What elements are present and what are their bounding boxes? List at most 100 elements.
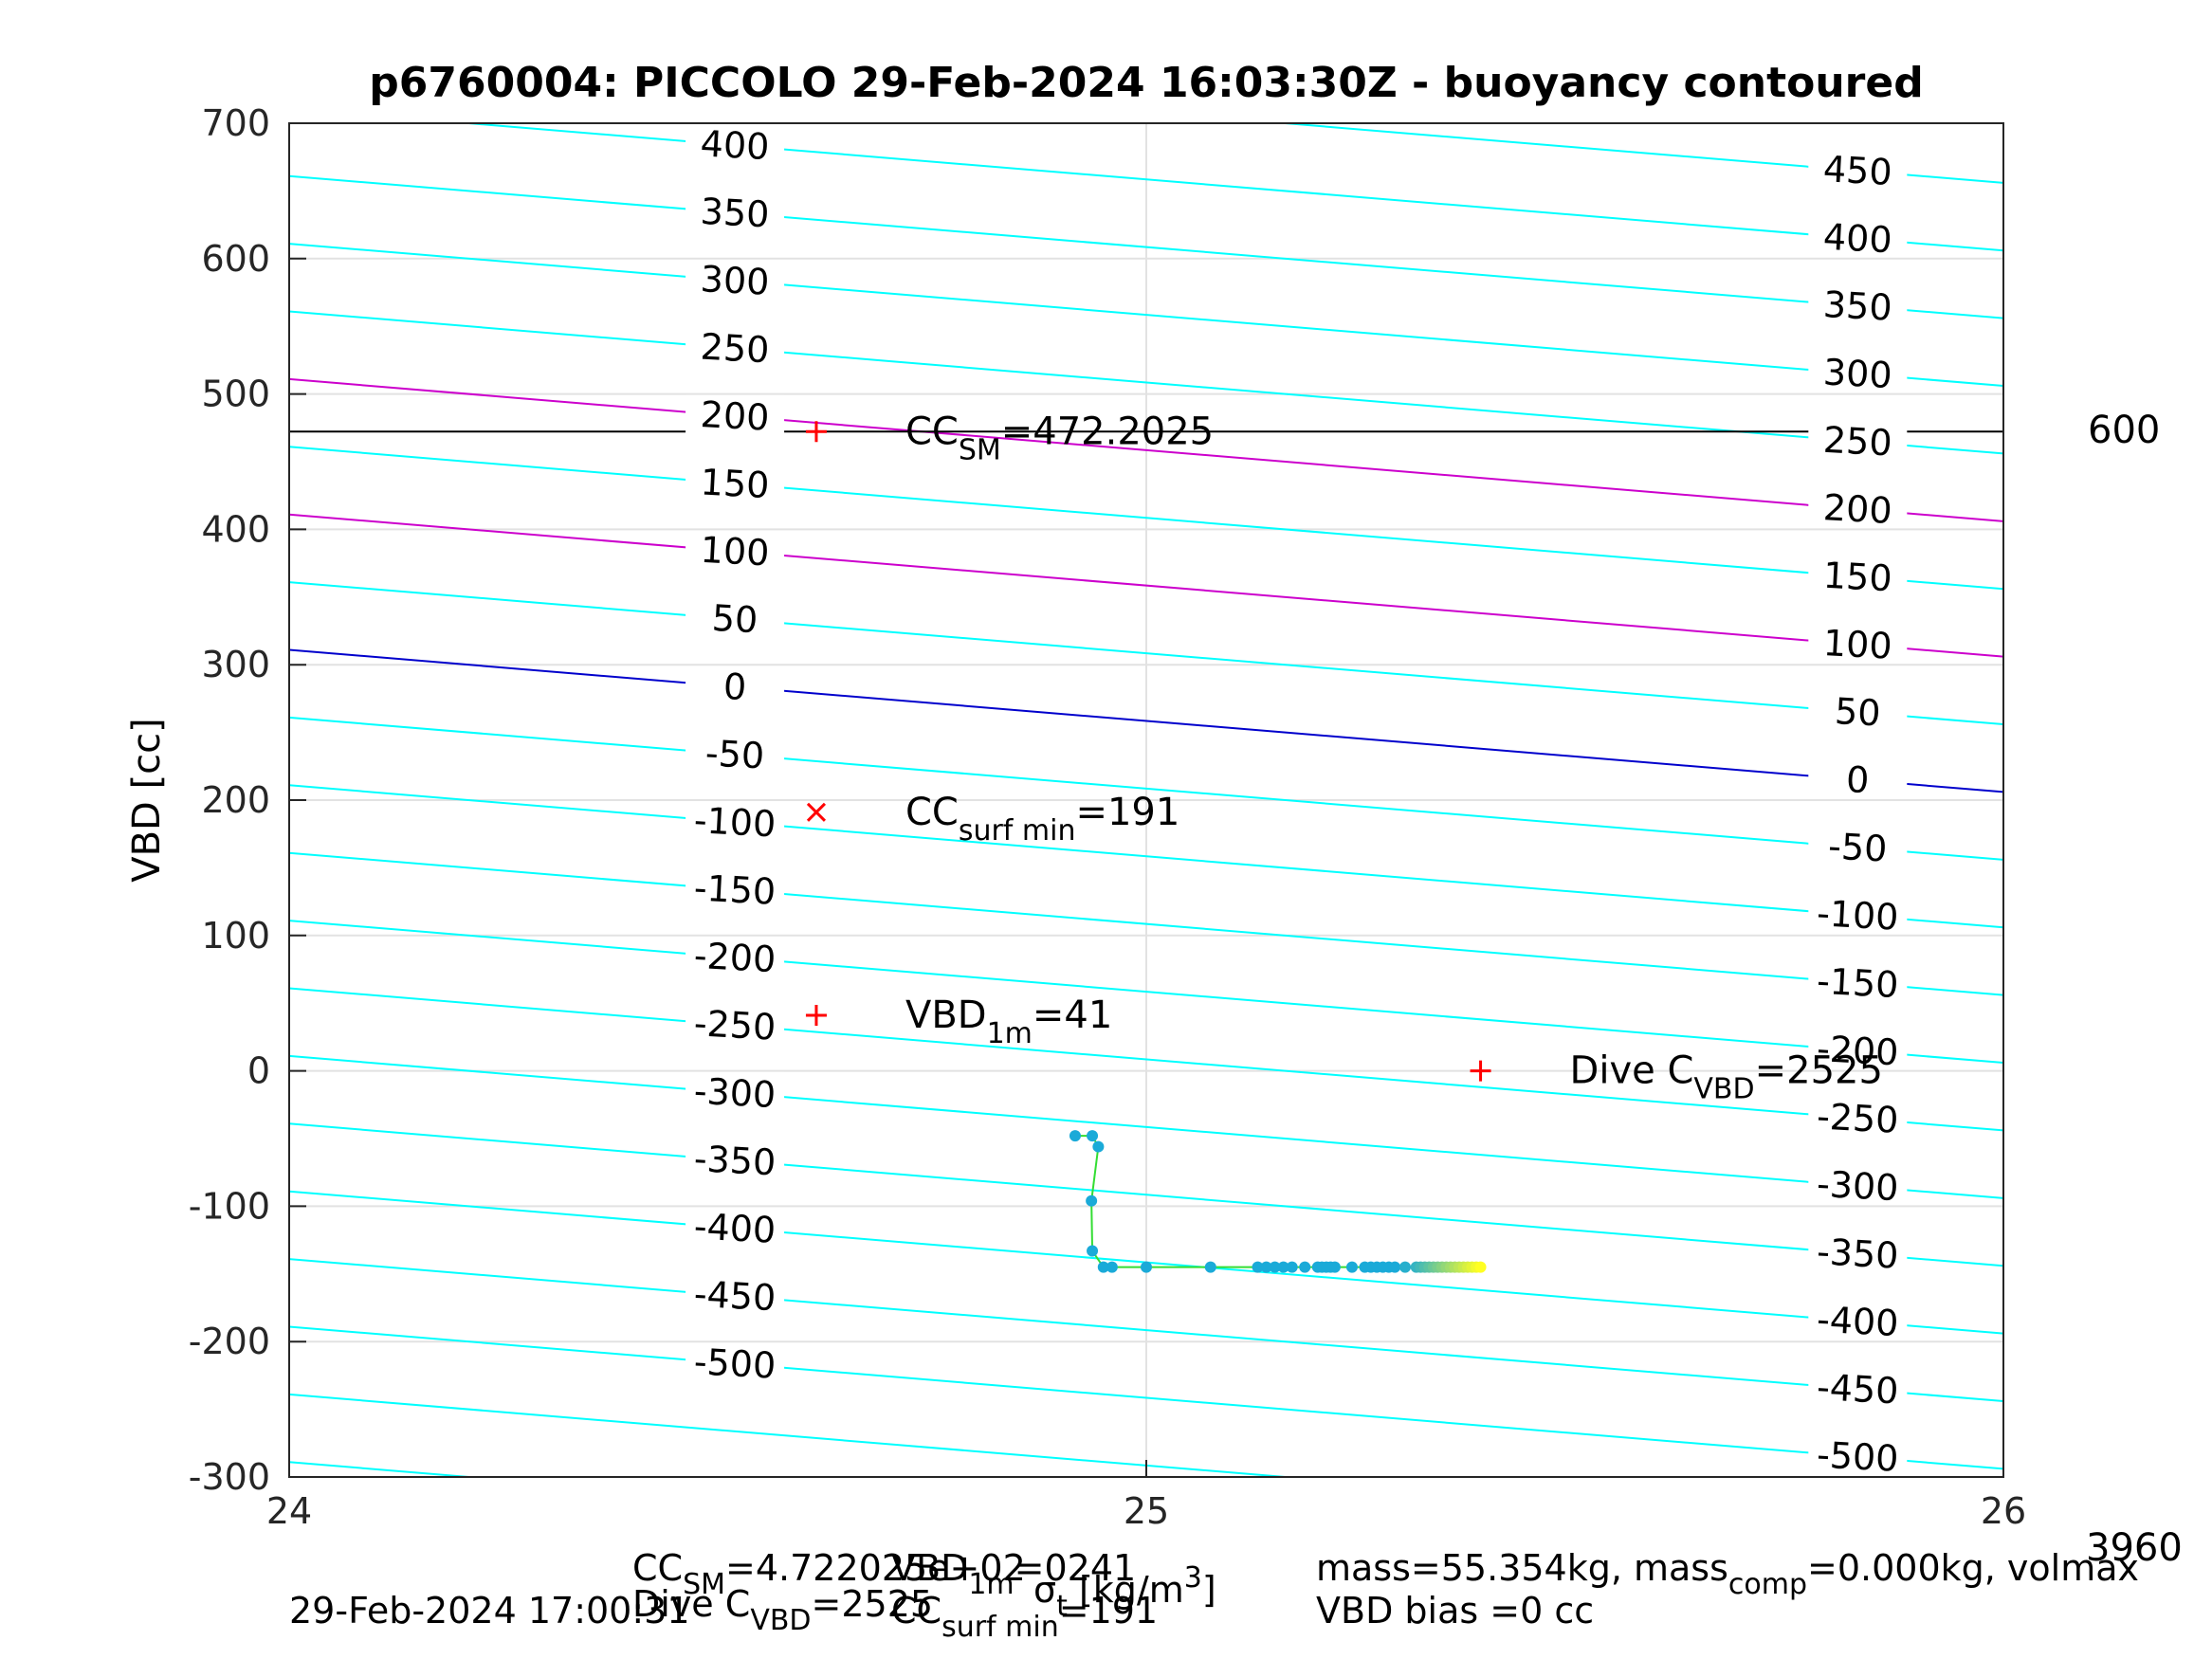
contour-label: -350 [693, 1138, 777, 1183]
contour-label-bg [686, 394, 785, 433]
contour-line [289, 851, 2003, 996]
contour-label-bg [686, 937, 785, 975]
contour-label: 400 [1822, 216, 1893, 262]
contour-label-bg [686, 463, 785, 501]
trace-point [1069, 1130, 1081, 1142]
contour-line [289, 648, 2003, 793]
contour-label-bg [686, 530, 785, 569]
contour-label: -500 [1816, 1433, 1899, 1479]
contour-label-bg [686, 327, 785, 366]
footer-vbd-bias: VBD bias =0 cc [1316, 1590, 1594, 1632]
contour-label: -200 [1816, 1028, 1899, 1073]
contour-label-bg [1808, 758, 1908, 797]
contour-label-bg [686, 260, 785, 299]
contour-line [289, 920, 2003, 1065]
contour-line [289, 446, 2003, 591]
contour-label: 450 [1822, 148, 1893, 193]
contour-label-bg [1808, 827, 1908, 866]
marker-label-VBD_1m: VBD1m=41 [905, 994, 1112, 1050]
contour-label: 150 [1822, 555, 1893, 600]
y-tick-label: 0 [247, 1050, 270, 1092]
trace-point [1087, 1130, 1099, 1142]
contour-label: -100 [1816, 892, 1899, 938]
trace-point [1092, 1140, 1105, 1153]
trace-point [1269, 1261, 1281, 1273]
contour-line [457, 123, 2003, 252]
chart-title: p6760004: PICCOLO 29-Feb-2024 16:03:30Z … [369, 59, 1923, 107]
contour-label: 300 [700, 258, 771, 303]
contour-label: 250 [700, 326, 771, 372]
contour-label-bg [1808, 1097, 1908, 1136]
contour-label: 350 [700, 191, 771, 236]
y-tick-label: -100 [189, 1185, 270, 1227]
contour-line [289, 987, 2003, 1132]
marker-label-Dive_C_VBD: Dive CVBD=2525 [1570, 1049, 1883, 1106]
contour-label: 100 [700, 529, 771, 574]
contour-label: -500 [693, 1340, 777, 1386]
trace-point [1087, 1245, 1099, 1257]
contour-label-bg [686, 1071, 785, 1110]
trace-point [1086, 1194, 1098, 1207]
trace-point [1345, 1261, 1358, 1273]
markers: CCSM=472.2025 CCsurf min=191 VBD1m=41 Dive … [805, 410, 1883, 1106]
contour-label-bg [686, 868, 785, 907]
y-tick-label: 600 [201, 238, 270, 280]
y-tick-label: 200 [201, 779, 270, 821]
y-tick-label: 400 [201, 508, 270, 550]
contour-label-bg [686, 733, 785, 772]
footer-sigma-unit: σt [kg/m3] [1033, 1561, 1216, 1623]
marker-CC_SM [805, 421, 827, 443]
footer-cc-sm: CCSM=4.722025e+02 [632, 1547, 1026, 1601]
contour-label-bg [686, 801, 785, 840]
trace-point [1106, 1261, 1118, 1273]
contour-line [289, 1054, 2003, 1199]
contour-line [289, 243, 2003, 388]
contour-label: -250 [1816, 1095, 1899, 1140]
contour-label: -100 [693, 799, 777, 845]
contour-label: 100 [1822, 622, 1893, 667]
contour-label-bg [686, 1207, 785, 1246]
contour-label-bg [686, 191, 785, 230]
contour-label: 250 [1822, 419, 1893, 465]
contour-label: 350 [1822, 283, 1893, 329]
trace-point [1299, 1261, 1311, 1273]
contour-label-bg [686, 1139, 785, 1178]
contour-label: 50 [1834, 690, 1882, 734]
y-tick-label: 500 [201, 374, 270, 415]
contour-label-bg [686, 598, 785, 637]
contour-label: 150 [700, 461, 771, 506]
trace-point [1260, 1261, 1272, 1273]
trace-point [1389, 1261, 1401, 1273]
contour-label-bg [1808, 420, 1908, 459]
trace-point [1474, 1261, 1487, 1273]
contour-label: -150 [1816, 960, 1899, 1006]
contour-label-bg [686, 665, 785, 704]
contour-label-bg [686, 1004, 785, 1043]
contour-label-bg [686, 124, 785, 163]
contour-label: 200 [700, 393, 771, 439]
contour-label-bg [1808, 1435, 1908, 1474]
contour-label-bg [1808, 623, 1908, 662]
contour-line [289, 0, 2003, 47]
contour-line [289, 377, 2003, 522]
contour-label: -200 [693, 935, 777, 980]
contour-label: -300 [693, 1070, 777, 1116]
contour-line [289, 716, 2003, 861]
contour-label-bg [1808, 217, 1908, 256]
contour-line [289, 1122, 2003, 1267]
contour-line [289, 784, 2003, 929]
contour-label-bg [1808, 353, 1908, 392]
contour-label-bg [1808, 488, 1908, 527]
marker-Dive_C_VBD [1470, 1060, 1491, 1082]
contour-label: -350 [1816, 1231, 1899, 1276]
contour-label: 200 [1822, 486, 1893, 532]
contour-label: -50 [704, 732, 765, 776]
contour-label-bg [1808, 1300, 1908, 1339]
contour-label: 0 [1845, 758, 1870, 801]
contour-line [289, 1325, 2003, 1470]
footer-date: 29-Feb-2024 17:00:31 [289, 1590, 690, 1632]
trace-point [1204, 1261, 1216, 1273]
footer-cc-surf-min: CCsurf min=191 [891, 1590, 1158, 1644]
contour-line [289, 310, 2003, 455]
